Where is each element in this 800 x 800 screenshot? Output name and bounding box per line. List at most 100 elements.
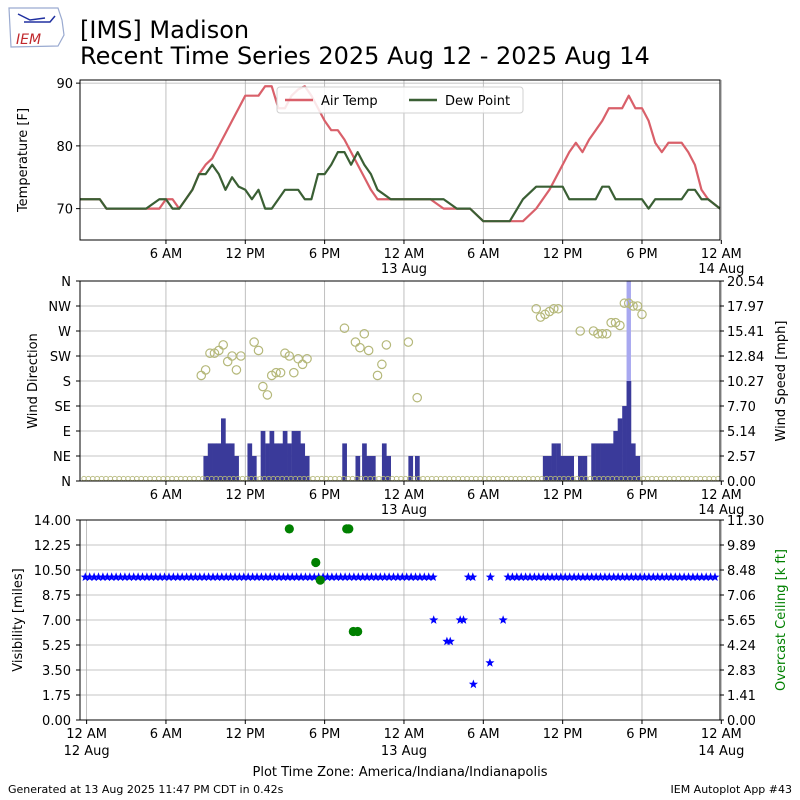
- calm-wind-marker: [671, 475, 677, 482]
- visibility-point: [675, 572, 685, 581]
- visibility-point: [455, 615, 465, 624]
- y-tick-label: S: [63, 375, 71, 390]
- chart-title: [IMS] Madison: [80, 16, 250, 44]
- visibility-point: [336, 572, 346, 581]
- visibility-point: [587, 572, 597, 581]
- x-tick-label: 12 PM: [225, 727, 265, 742]
- visibility-point: [344, 572, 355, 581]
- wind-speed-bar: [582, 455, 588, 481]
- visibility-point: [89, 572, 99, 581]
- wind-speed-bar: [212, 443, 217, 481]
- visibility-point: [393, 572, 403, 581]
- calm-wind-marker: [684, 475, 690, 482]
- calm-wind-marker: [495, 475, 501, 482]
- wind-direction-point: [553, 303, 564, 314]
- calm-wind-marker: [173, 475, 180, 482]
- wind-speed-bar: [355, 455, 361, 481]
- visibility-point: [309, 572, 319, 581]
- x-tick-label: 12 AM: [701, 727, 742, 742]
- visibility-point: [168, 572, 178, 581]
- y2-tick-label: 7.06: [727, 589, 756, 604]
- y-tick-label: NE: [53, 450, 71, 465]
- visibility-point: [635, 572, 645, 581]
- y2-tick-label: 9.89: [727, 539, 756, 554]
- visibility-point: [239, 572, 249, 581]
- calm-wind-marker: [464, 475, 470, 482]
- y2-tick-label: 1.41: [727, 689, 756, 704]
- visibility-point: [292, 572, 302, 581]
- y-tick-label: NW: [48, 300, 71, 315]
- visibility-point: [85, 572, 95, 581]
- calm-wind-marker: [327, 475, 334, 482]
- wind-speed-bar: [304, 455, 310, 481]
- y2-axis-label: Overcast Ceiling [k ft]: [774, 549, 789, 691]
- wind-speed-bar: [630, 443, 636, 481]
- visibility-point: [565, 572, 575, 581]
- visibility-point: [662, 572, 672, 581]
- visibility-point: [706, 572, 716, 581]
- wind-speed-bar: [291, 430, 297, 481]
- y-tick-label: N: [61, 475, 71, 490]
- ceiling-point: [353, 626, 363, 637]
- visibility-point: [573, 572, 583, 581]
- calm-wind-marker: [94, 475, 100, 482]
- visibility-point: [186, 572, 196, 581]
- wind-direction-point: [218, 340, 229, 350]
- x-tick-label: 6 PM: [626, 488, 657, 503]
- wind-speed-bar: [260, 430, 266, 481]
- chart-subtitle: Recent Time Series 2025 Aug 12 - 2025 Au…: [80, 42, 650, 70]
- visibility-point: [204, 572, 214, 581]
- wind-speed-bar: [560, 455, 566, 481]
- calm-wind-marker: [451, 475, 457, 482]
- x-tick-sublabel: 14 Aug: [698, 262, 744, 277]
- x-tick-label: 6 PM: [626, 247, 657, 262]
- wind-panel: N NE E SE S SW W NW N 0.00 2.57 5.14 7.70 10.27 12.84 1…: [26, 275, 789, 518]
- x-tick-label: 6 AM: [150, 727, 183, 742]
- y2-tick-label: 4.24: [727, 639, 756, 654]
- visibility-point: [429, 615, 439, 624]
- wind-direction-point: [548, 303, 559, 314]
- visibility-point: [265, 572, 275, 581]
- wind-direction-point: [249, 337, 259, 347]
- visibility-point: [331, 572, 341, 581]
- wind-speed-bar: [617, 418, 623, 481]
- calm-wind-marker: [689, 475, 695, 482]
- x-tick-label: 12 AM: [384, 727, 425, 742]
- visibility-point: [116, 572, 126, 581]
- y-tick-label: 14.00: [34, 514, 71, 529]
- wind-direction-point: [637, 309, 647, 320]
- calm-wind-marker: [178, 475, 184, 482]
- calm-wind-marker: [98, 475, 105, 482]
- y2-tick-label: 5.14: [727, 425, 756, 440]
- y2-tick-label: 11.30: [727, 514, 764, 529]
- wind-speed-bar: [591, 443, 596, 481]
- visibility-point: [300, 572, 310, 581]
- visibility-point: [362, 572, 372, 581]
- x-tick-label: 6 PM: [309, 488, 340, 503]
- wind-direction-point: [231, 365, 242, 375]
- wind-speed-bar: [542, 455, 548, 481]
- visibility-point: [406, 572, 416, 581]
- wind-direction-point: [297, 359, 308, 370]
- visibility-point: [507, 572, 517, 581]
- y-tick-label: 80: [56, 140, 73, 155]
- wind-speed-bar: [564, 455, 570, 481]
- ceiling-point: [344, 524, 354, 534]
- x-tick-label: 6 PM: [309, 727, 340, 742]
- x-tick-label: 6 AM: [150, 247, 183, 262]
- visibility-point: [670, 572, 680, 581]
- wind-direction-point: [531, 303, 541, 314]
- visibility-point: [177, 572, 187, 581]
- calm-wind-marker: [504, 475, 510, 482]
- calm-wind-marker: [653, 475, 659, 482]
- visibility-point: [155, 572, 165, 581]
- calm-wind-marker: [239, 475, 246, 482]
- x-tick-label: 6 AM: [467, 488, 500, 503]
- visibility-point: [468, 572, 478, 581]
- app-footer: IEM Autoplot App #43: [670, 783, 793, 796]
- wind-direction-point: [372, 370, 383, 381]
- visibility-point: [644, 572, 654, 581]
- calm-wind-marker: [438, 475, 444, 482]
- visibility-point: [234, 572, 244, 581]
